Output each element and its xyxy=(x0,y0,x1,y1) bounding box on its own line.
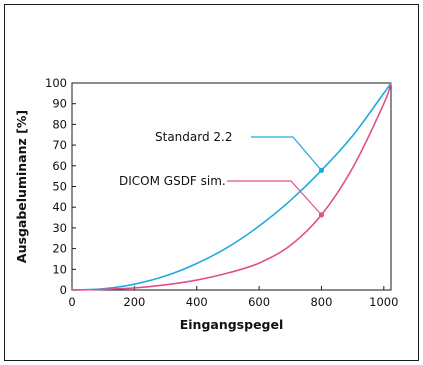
chart-frame: 0 200 400 600 800 1000 0 10 20 30 40 50 60 70 80 90 100 … xyxy=(4,4,419,361)
callout-line-dicom-gsdf-sim xyxy=(227,180,322,216)
y-tick-label: 80 xyxy=(52,117,67,131)
y-tick-label: 10 xyxy=(52,262,67,276)
x-tick-label: 1000 xyxy=(369,295,398,309)
y-tick-label: 90 xyxy=(52,97,67,111)
x-tick-label: 200 xyxy=(123,295,145,309)
line-chart: 0 200 400 600 800 10000102030405060708090100 … xyxy=(14,76,398,332)
y-tick-label: 0 xyxy=(60,283,67,297)
series-line-standard-2-2 xyxy=(71,82,392,291)
axes: 0 200 400 600 800 1000 0 10 20 30 40 50 60 70 80 90 100 xyxy=(45,76,398,309)
y-tick-label: 50 xyxy=(52,180,67,194)
y-tick-label: 30 xyxy=(52,221,67,235)
y-tick-label: 70 xyxy=(52,138,67,152)
series-line-dicom-gsdf-sim xyxy=(71,82,392,291)
x-axis-title: Eingangspegel xyxy=(180,317,284,332)
annotations: Standard 2.2 DICOM GSDF sim. xyxy=(119,130,322,216)
y-tick-label: 40 xyxy=(52,200,67,214)
x-tick-label: 600 xyxy=(248,295,270,309)
y-tick-label: 60 xyxy=(52,159,67,173)
series-label-dicom-gsdf-sim: DICOM GSDF sim. xyxy=(119,174,226,188)
x-tick-label: 0 xyxy=(68,295,75,309)
x-tick-label: 800 xyxy=(310,295,332,309)
y-tick-label: 100 xyxy=(45,76,67,90)
x-tick-label: 400 xyxy=(186,295,208,309)
y-tick-label: 20 xyxy=(52,242,67,256)
callout-line-standard-2-2 xyxy=(251,136,322,171)
series-label-standard-2-2: Standard 2.2 xyxy=(155,130,233,144)
y-axis-title: Ausgabeluminanz [%] xyxy=(14,110,29,263)
